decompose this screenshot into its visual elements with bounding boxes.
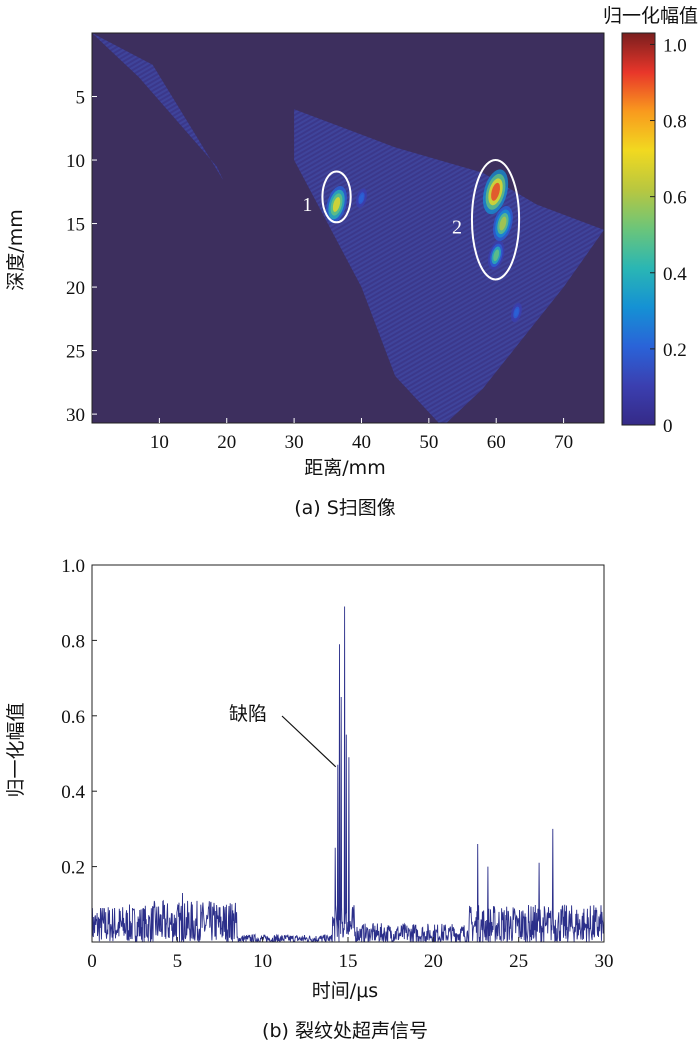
s-scan-caption: (a) S扫图像 xyxy=(294,497,396,519)
colorbar xyxy=(621,32,656,426)
signal-caption: (b) 裂纹处超声信号 xyxy=(262,1020,428,1042)
colorbar-ticks: 0 0.2 0.4 0.6 0.8 1.0 xyxy=(650,35,687,437)
signal-ticks: 0 5 10 15 20 25 30 0.2 0.4 0.6 0.8 1.0 xyxy=(61,556,613,972)
s-scan-y-label: 深度/mm xyxy=(5,209,27,290)
s-scan-heatmap xyxy=(92,33,604,423)
y-tick-label: 1.0 xyxy=(61,556,85,577)
defect-annotation-label: 缺陷 xyxy=(229,703,267,725)
signal-panel: 0 5 10 15 20 25 30 0.2 0.4 0.6 0.8 1.0 缺陷 时间/μs 归一化… xyxy=(5,556,614,1042)
x-tick-label: 30 xyxy=(595,951,614,972)
x-tick-label: 50 xyxy=(419,432,438,453)
region-texture-main-beam xyxy=(294,109,604,423)
y-tick-label: 25 xyxy=(66,342,85,363)
y-tick-label: 30 xyxy=(66,405,85,426)
colorbar-tick-label: 0.4 xyxy=(663,264,687,285)
x-tick-label: 20 xyxy=(217,432,236,453)
hotspot-3 xyxy=(493,249,500,262)
y-tick-label: 0.2 xyxy=(61,858,85,879)
defect-ellipse-2 xyxy=(470,159,521,281)
defect-label-1: 1 xyxy=(302,194,312,216)
y-tick-label: 0.6 xyxy=(61,707,85,728)
y-tick-label: 5 xyxy=(76,88,86,109)
colorbar-tick-label: 1.0 xyxy=(663,35,687,56)
x-tick-label: 60 xyxy=(487,432,506,453)
x-tick-label: 40 xyxy=(352,432,371,453)
x-tick-label: 15 xyxy=(339,951,358,972)
defect-ellipse-1 xyxy=(321,170,352,224)
x-tick-label: 70 xyxy=(554,432,573,453)
defect-label-2: 2 xyxy=(452,217,462,239)
x-tick-label: 20 xyxy=(424,951,443,972)
x-tick-label: 10 xyxy=(253,951,272,972)
x-tick-label: 25 xyxy=(509,951,528,972)
colorbar-tick-label: 0.2 xyxy=(663,340,687,361)
defect-annotation-leader xyxy=(281,715,337,768)
y-tick-label: 10 xyxy=(66,151,85,172)
colorbar-label: 归一化幅值 xyxy=(603,5,698,27)
x-tick-label: 5 xyxy=(173,951,183,972)
colorbar-tick-label: 0.8 xyxy=(663,112,687,133)
hotspot-4 xyxy=(359,194,364,203)
defect-annotations: 12 xyxy=(302,159,521,281)
x-tick-label: 30 xyxy=(285,432,304,453)
signal-y-label: 归一化幅值 xyxy=(5,702,27,797)
hotspot-2 xyxy=(499,216,507,231)
hotspot-0 xyxy=(332,197,341,212)
hotspot-5 xyxy=(514,308,519,317)
x-tick-label: 0 xyxy=(87,951,97,972)
y-tick-label: 20 xyxy=(66,278,85,299)
signal-x-label: 时间/μs xyxy=(312,980,378,1002)
signal-line xyxy=(92,606,604,942)
y-tick-label: 0.4 xyxy=(61,782,85,803)
colorbar-tick-label: 0 xyxy=(663,416,673,437)
colorbar-tick-label: 0.6 xyxy=(663,188,687,209)
s-scan-ticks: 10 20 30 40 50 60 70 5 10 15 20 25 30 xyxy=(66,88,573,453)
x-tick-label: 10 xyxy=(150,432,169,453)
s-scan-x-label: 距离/mm xyxy=(304,457,385,479)
hotspot-1 xyxy=(491,182,501,201)
s-scan-axes-frame xyxy=(91,32,605,424)
signal-axes-frame xyxy=(91,564,605,943)
y-tick-label: 0.8 xyxy=(61,631,85,652)
y-tick-label: 15 xyxy=(66,215,85,236)
